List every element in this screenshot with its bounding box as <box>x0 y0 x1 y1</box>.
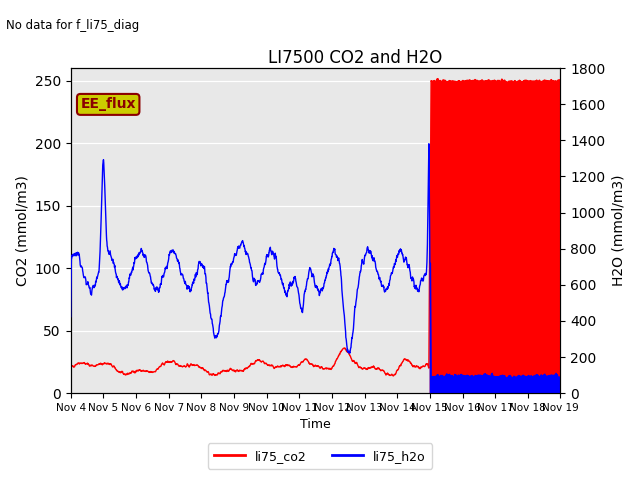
X-axis label: Time: Time <box>300 419 331 432</box>
Y-axis label: CO2 (mmol/m3): CO2 (mmol/m3) <box>15 175 29 286</box>
Title: LI7500 CO2 and H2O: LI7500 CO2 and H2O <box>268 48 442 67</box>
Legend: li75_co2, li75_h2o: li75_co2, li75_h2o <box>208 444 432 469</box>
Text: EE_flux: EE_flux <box>81 97 136 111</box>
Y-axis label: H2O (mmol/m3): H2O (mmol/m3) <box>611 175 625 287</box>
Text: No data for f_li75_diag: No data for f_li75_diag <box>6 19 140 32</box>
